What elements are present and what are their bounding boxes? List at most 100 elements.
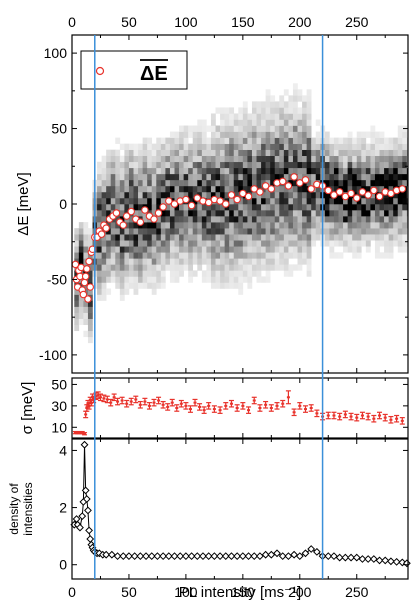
heatmap-cell — [270, 234, 276, 241]
heatmap-cell — [151, 143, 157, 150]
heatmap-cell — [297, 210, 303, 217]
heatmap-cell — [229, 155, 235, 163]
density-point — [210, 552, 219, 561]
heatmap-cell — [352, 185, 358, 193]
heatmap-cell — [201, 234, 207, 241]
heatmap-cell — [306, 113, 312, 120]
heatmap-cell — [197, 155, 203, 163]
heatmap-cell — [138, 240, 143, 247]
heatmap-cell — [224, 270, 230, 277]
heatmap-cell — [247, 113, 253, 120]
heatmap-cell — [174, 240, 180, 247]
heatmap-cell — [302, 246, 307, 253]
heatmap-cell — [329, 252, 335, 259]
heatmap-cell — [306, 234, 312, 241]
heatmap-cell — [306, 89, 312, 96]
heatmap-cell — [201, 131, 207, 138]
heatmap-cell — [74, 324, 80, 332]
heatmap-cell — [229, 179, 235, 187]
heatmap-cell — [402, 191, 408, 199]
heatmap-cell — [251, 173, 257, 181]
heatmap-cell — [165, 258, 171, 265]
heatmap-cell — [343, 216, 348, 223]
heatmap-cell — [292, 137, 298, 144]
delta-e-point — [335, 188, 344, 196]
heatmap-cell — [302, 149, 307, 157]
heatmap-cell — [265, 264, 271, 271]
heatmap-cell — [220, 155, 225, 163]
heatmap-cell — [251, 240, 257, 247]
heatmap-cell — [279, 113, 285, 120]
heatmap-cell — [133, 167, 139, 175]
legend-marker — [95, 66, 105, 76]
heatmap-cell — [128, 276, 134, 283]
heatmap-cell — [233, 240, 239, 247]
heatmap-cell — [110, 276, 116, 283]
heatmap-cell — [256, 258, 262, 265]
heatmap-cell — [169, 234, 175, 241]
heatmap-cell — [297, 258, 303, 265]
heatmap-cell — [101, 282, 107, 289]
heatmap-cell — [242, 246, 248, 253]
heatmap-cell — [119, 185, 125, 193]
heatmap-cell — [388, 185, 394, 193]
heatmap-cell — [174, 149, 180, 157]
heatmap-cell — [151, 210, 157, 217]
heatmap-cell — [251, 131, 257, 138]
heatmap-cell — [87, 336, 93, 344]
heatmap-cell — [265, 234, 271, 241]
heatmap-cell — [233, 282, 239, 289]
heatmap-cell — [329, 234, 335, 241]
heatmap-cell — [156, 197, 162, 205]
heatmap-cell — [270, 173, 276, 181]
heatmap-cell — [201, 161, 207, 169]
heatmap-cell — [251, 161, 257, 169]
heatmap-cell — [356, 197, 362, 205]
y-tick-label: 10 — [51, 419, 67, 435]
heatmap-cell — [261, 119, 266, 126]
heatmap-cell — [384, 143, 389, 150]
heatmap-cell — [220, 143, 225, 150]
heatmap-cell — [402, 167, 408, 175]
heatmap-cell — [101, 240, 107, 247]
heatmap-cell — [169, 264, 175, 271]
density-point — [130, 552, 139, 561]
heatmap-cell — [183, 240, 189, 247]
heatmap-cell — [165, 204, 171, 211]
heatmap-cell — [384, 228, 389, 235]
heatmap-cell — [206, 246, 212, 253]
heatmap-cell — [174, 258, 180, 265]
heatmap-cell — [87, 288, 93, 295]
heatmap-cell — [133, 264, 139, 271]
heatmap-cell — [74, 240, 80, 247]
heatmap-cell — [238, 137, 244, 144]
heatmap-cell — [224, 185, 230, 193]
heatmap-cell — [261, 185, 266, 193]
heatmap-cell — [352, 155, 358, 163]
heatmap-cell — [270, 137, 276, 144]
heatmap-cell — [224, 107, 230, 114]
heatmap-cell — [347, 173, 353, 181]
heatmap-cell — [311, 167, 317, 175]
heatmap-cell — [297, 149, 303, 157]
heatmap-cell — [306, 131, 312, 138]
sigma-point — [291, 408, 297, 417]
heatmap-cell — [183, 185, 189, 193]
heatmap-cell — [238, 252, 244, 259]
heatmap-cell — [283, 173, 289, 181]
heatmap-cell — [302, 161, 307, 169]
heatmap-cell — [106, 228, 112, 235]
heatmap-cell — [283, 113, 289, 120]
heatmap-cell — [361, 161, 367, 169]
heatmap-cell — [142, 155, 148, 163]
heatmap-cell — [324, 155, 330, 163]
heatmap-cell — [261, 137, 266, 144]
density-point — [86, 535, 95, 543]
heatmap-cell — [279, 167, 285, 175]
sigma-point — [183, 402, 189, 410]
heatmap-cell — [279, 137, 285, 144]
heatmap-cell — [78, 234, 84, 241]
heatmap-cell — [274, 240, 280, 247]
heatmap-cell — [288, 113, 294, 120]
